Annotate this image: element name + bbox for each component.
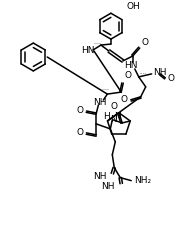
Text: O: O xyxy=(110,102,117,111)
Text: ····: ···· xyxy=(101,88,109,93)
Text: NH: NH xyxy=(101,182,114,191)
Text: NH: NH xyxy=(93,172,106,181)
Text: NH₂: NH₂ xyxy=(134,176,151,185)
Text: HN: HN xyxy=(124,61,138,70)
Text: ····: ···· xyxy=(93,41,101,47)
Text: HN: HN xyxy=(81,46,95,54)
Text: NH: NH xyxy=(153,68,166,77)
Text: O: O xyxy=(142,38,149,47)
Text: ····: ···· xyxy=(139,71,146,76)
Text: NH: NH xyxy=(94,98,107,107)
Text: O: O xyxy=(76,107,84,115)
Text: O: O xyxy=(76,128,84,137)
Text: H: H xyxy=(104,113,110,121)
Text: N: N xyxy=(110,115,117,124)
Text: O: O xyxy=(124,71,131,80)
Text: OH: OH xyxy=(127,2,141,11)
Text: N: N xyxy=(114,113,121,121)
Text: O: O xyxy=(168,74,175,83)
Text: O: O xyxy=(121,95,128,104)
